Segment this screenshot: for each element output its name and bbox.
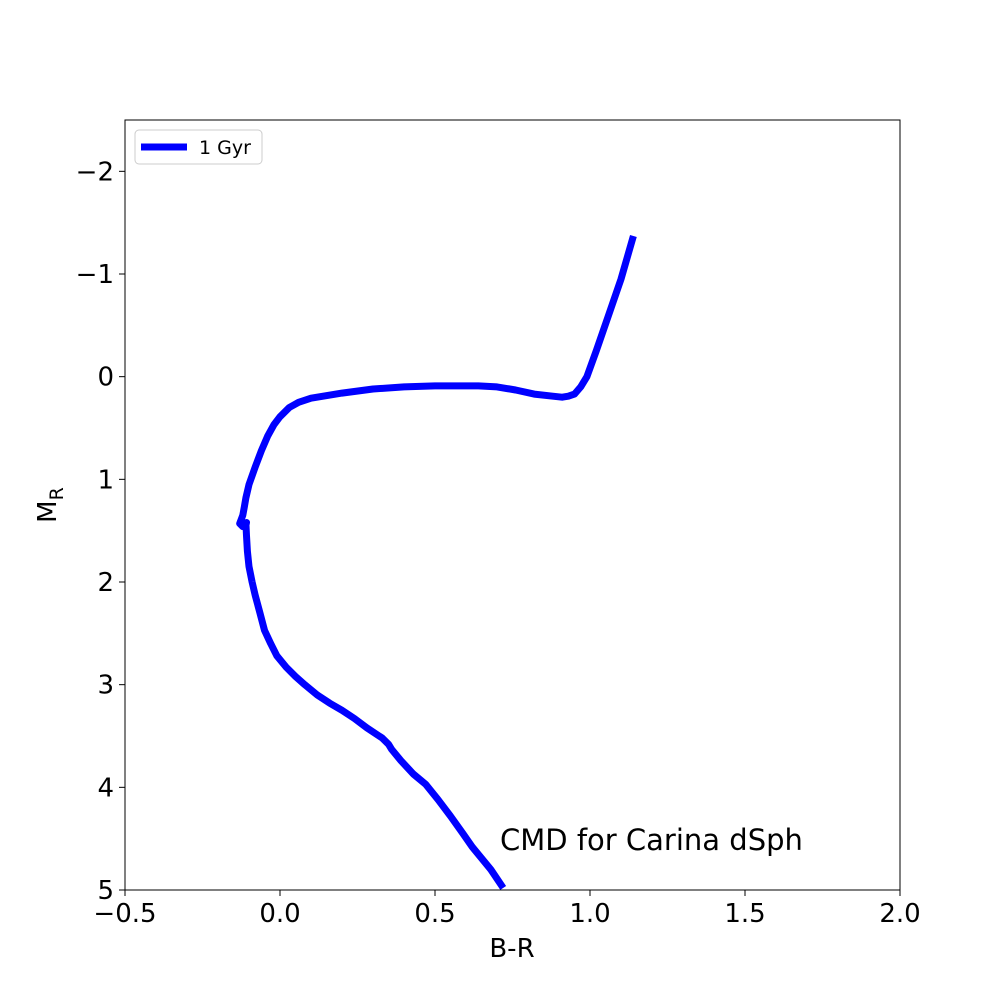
x-axis-ticks: −0.5 0.0 0.5 1.0 1.5 2.0 — [93, 890, 921, 929]
y-tick-label: 3 — [97, 671, 114, 701]
y-tick-label: 1 — [97, 465, 114, 495]
legend-label: 1 Gyr — [199, 137, 251, 159]
y-tick-label: −1 — [76, 260, 114, 290]
x-axis-label: B-R — [489, 934, 534, 964]
series-layer — [236, 235, 637, 890]
chart-annotation: CMD for Carina dSph — [500, 823, 803, 857]
y-axis-label-subscript: R — [46, 487, 68, 500]
x-tick-label: 2.0 — [879, 899, 920, 929]
y-tick-label: 4 — [97, 773, 114, 803]
y-axis-ticks: −2 −1 0 1 2 3 4 5 — [76, 157, 125, 906]
legend-box — [134, 129, 263, 165]
x-tick-label: 0.5 — [414, 899, 455, 929]
series-line — [236, 235, 637, 890]
x-tick-label: 0.0 — [259, 899, 300, 929]
x-tick-label: 1.0 — [569, 899, 610, 929]
y-tick-label: 5 — [97, 876, 114, 906]
y-axis-label: MR — [33, 487, 68, 523]
y-tick-label: −2 — [76, 157, 114, 187]
plot-frame — [124, 119, 901, 891]
y-tick-label: 2 — [97, 568, 114, 598]
legend: 1 Gyr — [134, 129, 263, 165]
y-tick-label: 0 — [97, 363, 114, 393]
x-tick-label: −0.5 — [93, 899, 156, 929]
x-tick-label: 1.5 — [724, 899, 765, 929]
y-axis-label-main: M — [33, 500, 63, 522]
